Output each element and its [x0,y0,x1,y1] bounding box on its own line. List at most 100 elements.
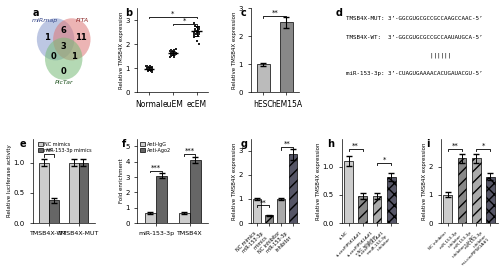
Point [148,65,156,69]
Point [195,31,203,36]
Point [170,53,177,58]
Bar [145,213,156,223]
Ellipse shape [45,38,82,80]
Point [192,27,200,32]
Text: PicTar: PicTar [54,80,73,85]
Point [195,25,203,29]
Point [168,52,176,56]
Point [168,53,175,57]
Y-axis label: Relative TMSB4X expression: Relative TMSB4X expression [232,142,237,220]
Bar [265,215,272,223]
Point [170,49,177,54]
Point [146,67,154,71]
Text: miRmap: miRmap [32,18,58,23]
Point [144,66,152,70]
Point [147,67,155,71]
Point [170,54,178,59]
Point [166,49,174,53]
Point [170,50,178,54]
Point [144,65,152,70]
Text: **: ** [272,10,278,16]
Point [192,32,200,36]
Text: 1: 1 [44,33,50,42]
Point [144,65,152,70]
Text: **: ** [452,143,458,149]
Point [168,52,176,56]
Point [166,55,174,59]
Point [194,34,202,39]
Point [190,31,198,36]
Bar [280,22,292,92]
Bar [78,163,88,223]
Point [147,66,155,70]
Text: b: b [124,8,132,18]
Point [194,30,202,35]
Point [194,27,202,32]
Point [192,25,200,29]
Text: miR-153-3p: 3’-CUAGUGAAAACACUGAUACGU-5’: miR-153-3p: 3’-CUAGUGAAAACACUGAUACGU-5’ [346,71,482,76]
Text: 0: 0 [61,67,66,76]
Point [147,68,155,72]
Bar [290,154,297,223]
Point [190,22,198,26]
Point [194,29,202,33]
Point [168,50,175,54]
Legend: NC mimics, miR-153-3p mimics: NC mimics, miR-153-3p mimics [38,141,92,153]
Point [142,66,150,71]
Point [170,51,178,56]
Point [145,66,153,70]
Point [143,67,151,72]
Bar [458,158,466,223]
Y-axis label: Relative TMSB4X expression: Relative TMSB4X expression [422,142,427,220]
Text: **: ** [284,141,290,147]
Point [146,64,154,68]
Text: g: g [240,139,247,149]
Point [191,29,199,33]
Bar [372,196,382,223]
Point [194,28,202,33]
Bar [190,160,201,223]
Text: **: ** [352,143,359,149]
Text: **: ** [260,199,266,205]
Bar [257,64,270,92]
Point [192,30,200,34]
Y-axis label: Relative TMSB4X expression: Relative TMSB4X expression [232,11,237,89]
Text: TMSB4X-MUT: 3’-GGCGUGCGCCGCCAAGCCAAC-5’: TMSB4X-MUT: 3’-GGCGUGCGCCGCCAAGCCAAC-5’ [346,16,482,21]
Point [166,54,174,58]
Text: *: * [482,143,485,149]
Point [144,68,152,72]
Point [195,41,203,46]
Bar [49,200,58,223]
Point [168,50,175,54]
Point [168,53,175,57]
Point [168,48,175,52]
Point [169,52,177,56]
Text: **: ** [46,148,52,154]
Text: TMSB4X-WT:  3’-GGCGUGCGCCGCCAAUAUGCA-5’: TMSB4X-WT: 3’-GGCGUGCGCCGCCAAUAUGCA-5’ [346,35,482,40]
Y-axis label: Fold enrichment: Fold enrichment [119,159,124,203]
Point [169,52,177,56]
Point [144,66,152,70]
Legend: Anti-IgG, Anti-Ago2: Anti-IgG, Anti-Ago2 [140,141,171,153]
Point [193,30,201,34]
Text: 3: 3 [61,42,66,51]
Text: 1: 1 [72,52,78,61]
Point [147,67,155,71]
Bar [472,158,480,223]
Point [146,67,154,71]
Text: f: f [122,139,126,149]
Bar [253,199,260,223]
Text: 6: 6 [61,26,66,35]
Point [190,21,198,26]
Point [169,49,177,53]
Text: *: * [171,10,174,17]
Text: 11: 11 [74,33,86,42]
Y-axis label: Relative TMSB4X expression: Relative TMSB4X expression [316,142,322,220]
Bar [344,161,353,223]
Point [148,67,156,71]
Bar [358,196,367,223]
Text: a: a [32,8,39,18]
Point [172,51,179,55]
Text: d: d [336,8,342,18]
Bar [156,175,167,223]
